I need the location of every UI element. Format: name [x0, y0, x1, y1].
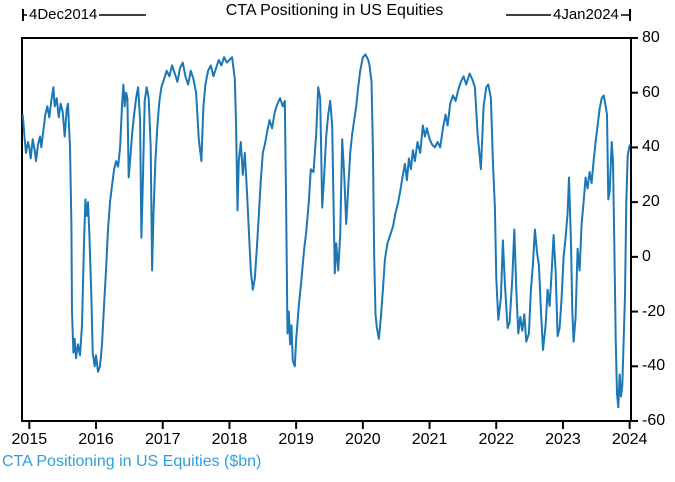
- x-tick-label: 2023: [545, 431, 581, 448]
- y-tick-label: -40: [642, 357, 666, 375]
- x-tick-label: 2015: [11, 431, 48, 448]
- data-end-label: 4Jan2024: [551, 6, 621, 23]
- y-tick-label: 20: [642, 193, 660, 211]
- y-tick-label: 0: [642, 247, 651, 265]
- y-tick-label: 60: [642, 83, 660, 101]
- y-tick-label: 40: [642, 138, 660, 156]
- data-start-label: 4Dec2014: [27, 6, 100, 23]
- x-tick-label: 2018: [211, 431, 248, 448]
- x-tick-label: 2021: [411, 431, 448, 448]
- axes: [21, 37, 638, 429]
- y-tick-label: -60: [642, 412, 666, 429]
- chart-caption-legend: CTA Positioning in US Equities ($bn): [2, 453, 262, 470]
- line-series: [21, 53, 631, 409]
- x-tick-label: 2017: [144, 431, 181, 448]
- y-tick-label: 80: [642, 29, 660, 46]
- x-tick-label: 2019: [278, 431, 314, 448]
- x-tick-label: 2020: [345, 431, 381, 448]
- x-tick-label: 2022: [478, 431, 515, 448]
- y-tick-label: -20: [642, 302, 666, 320]
- x-tick-label: 2024: [611, 431, 648, 448]
- chart-title: CTA Positioning in US Equities: [225, 2, 444, 19]
- x-tick-label: 2016: [78, 431, 114, 448]
